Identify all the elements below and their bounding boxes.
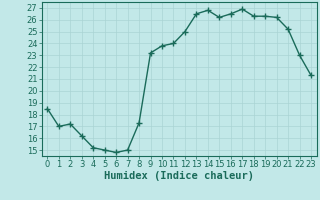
X-axis label: Humidex (Indice chaleur): Humidex (Indice chaleur) — [104, 171, 254, 181]
